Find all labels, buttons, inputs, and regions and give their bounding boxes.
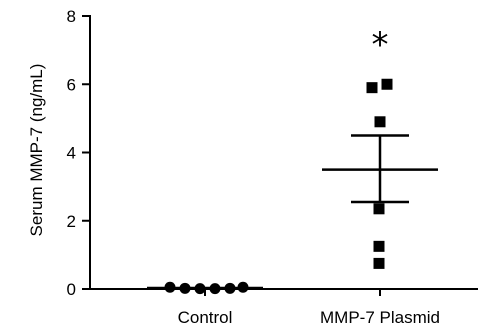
- plasmid-point: [366, 82, 378, 94]
- x-category-labels: Control MMP-7 Plasmid: [178, 289, 440, 327]
- control-point: [237, 281, 249, 293]
- control-point: [179, 282, 191, 294]
- plasmid-point: [373, 203, 385, 215]
- axes: [89, 15, 478, 290]
- plasmid-point: [373, 240, 385, 252]
- control-point: [209, 283, 221, 295]
- y-axis-title: Serum MMP-7 (ng/mL): [27, 64, 46, 237]
- y-tick-label: 2: [67, 212, 76, 231]
- plasmid-point: [374, 116, 386, 128]
- y-tick-label: 6: [67, 75, 76, 94]
- control-point: [224, 282, 236, 294]
- y-ticks: 0 2 4 6 8: [67, 7, 90, 299]
- y-tick-label: 8: [67, 7, 76, 26]
- y-tick-label: 0: [67, 280, 76, 299]
- y-tick-label: 4: [67, 144, 76, 163]
- significance-asterisk: *: [372, 25, 389, 65]
- x-category-label: MMP-7 Plasmid: [320, 308, 440, 327]
- control-point: [194, 283, 206, 295]
- x-category-label: Control: [178, 308, 233, 327]
- data-points: [164, 78, 393, 295]
- mean-sem-lines: [147, 134, 438, 290]
- annotations: *: [372, 25, 389, 65]
- plasmid-point: [381, 78, 393, 90]
- plasmid-point: [373, 257, 385, 269]
- control-point: [164, 281, 176, 293]
